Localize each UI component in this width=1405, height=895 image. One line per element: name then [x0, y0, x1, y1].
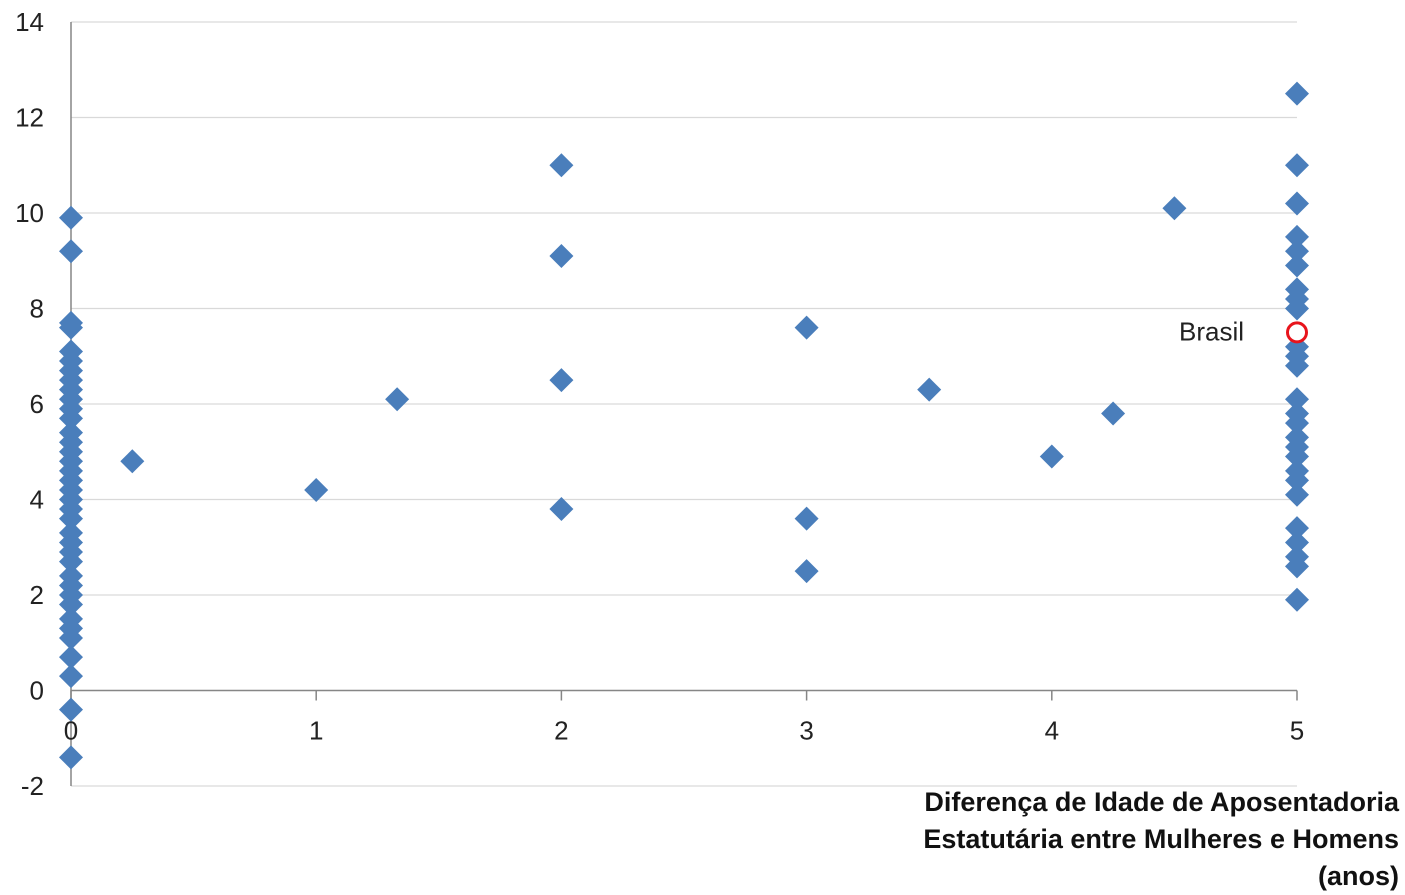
- data-point: [1285, 411, 1309, 436]
- y-tick-label: 4: [30, 485, 44, 515]
- x-tick-label: 0: [64, 716, 78, 746]
- gridlines: [71, 21, 1297, 787]
- data-point: [1285, 530, 1309, 555]
- data-point: [59, 205, 83, 230]
- data-point: [120, 449, 145, 474]
- data-point: [59, 625, 83, 650]
- highlight-label: Brasil: [1179, 316, 1244, 346]
- data-point: [1039, 444, 1064, 469]
- data-point: [1285, 224, 1309, 249]
- data-point: [794, 315, 819, 340]
- data-point: [59, 239, 83, 264]
- data-point: [1162, 196, 1187, 221]
- data-point: [1285, 191, 1309, 216]
- data-point: [59, 645, 83, 670]
- data-point: [59, 406, 83, 431]
- data-point: [385, 387, 410, 412]
- data-point: [1285, 554, 1309, 579]
- data-points: [59, 81, 1309, 770]
- data-point: [1285, 444, 1309, 469]
- y-tick-label: 0: [30, 676, 44, 706]
- data-point: [1285, 153, 1309, 178]
- data-point: [794, 559, 819, 584]
- data-point: [1285, 296, 1309, 321]
- data-point: [1285, 387, 1309, 412]
- data-point: [304, 477, 329, 502]
- x-tick-label: 3: [799, 716, 813, 746]
- y-tick-label: 8: [30, 294, 44, 324]
- data-point: [549, 368, 574, 393]
- data-point: [917, 377, 942, 402]
- data-point: [59, 697, 83, 722]
- data-point: [1285, 468, 1309, 493]
- y-tick-label: 14: [15, 7, 44, 37]
- data-point: [794, 506, 819, 531]
- data-point: [549, 497, 574, 522]
- data-point: [59, 315, 83, 340]
- data-point: [1285, 253, 1309, 278]
- x-tick-label: 4: [1045, 716, 1059, 746]
- y-tick-label: 10: [15, 198, 44, 228]
- data-point: [1285, 587, 1309, 612]
- x-axis-title-line-1: Diferença de Idade de Aposentadoria: [924, 787, 1399, 817]
- x-tick-label: 2: [554, 716, 568, 746]
- x-axis-title-line-3: (anos): [1318, 861, 1399, 891]
- data-point: [59, 506, 83, 531]
- data-point: [1285, 239, 1309, 264]
- y-tick-label: 6: [30, 389, 44, 419]
- data-point: [1285, 81, 1309, 106]
- y-tick-label: 2: [30, 580, 44, 610]
- highlight-point: [1286, 321, 1308, 344]
- data-point: [1285, 353, 1309, 378]
- data-point: [1285, 516, 1309, 541]
- data-point: [549, 153, 574, 178]
- y-tick-label: 12: [15, 103, 44, 133]
- data-point: [1101, 401, 1126, 426]
- data-point: [1285, 482, 1309, 507]
- highlight-layer: Brasil: [1179, 316, 1308, 346]
- x-axis-title-line-2: Estatutária entre Mulheres e Homens: [923, 824, 1399, 854]
- y-tick-label: -2: [21, 771, 44, 801]
- data-point: [59, 745, 83, 770]
- data-point: [549, 243, 574, 268]
- x-tick-label: 5: [1290, 716, 1304, 746]
- data-point: [59, 592, 83, 617]
- data-point: [59, 664, 83, 689]
- x-axis-title: Diferença de Idade de Aposentadoria Esta…: [923, 784, 1399, 895]
- data-point: [59, 549, 83, 574]
- x-tick-label: 1: [309, 716, 323, 746]
